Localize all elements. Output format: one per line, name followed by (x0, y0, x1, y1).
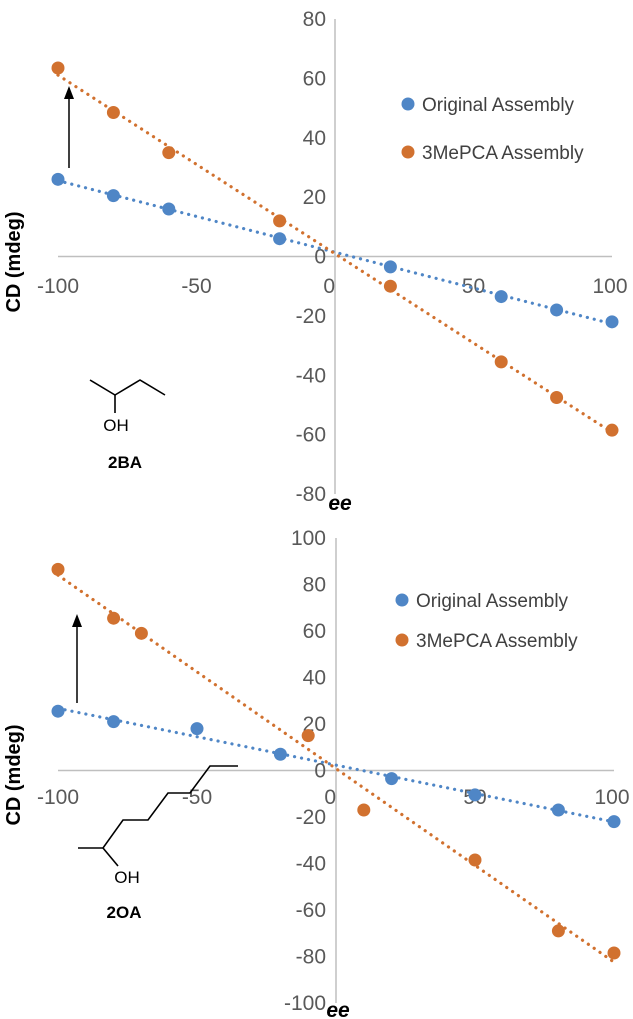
y-tick-label: -60 (296, 899, 326, 922)
carbon-chain (89, 379, 166, 396)
legend-label: Original Assembly (416, 591, 569, 612)
data-point-original (273, 747, 287, 761)
chart-2: 100806040200-20-40-60-80-100-100-5005010… (3, 527, 630, 1019)
arrow-head (72, 614, 82, 627)
data-point-original (190, 722, 204, 736)
data-point-original (551, 803, 565, 817)
data-point-mepca (134, 626, 148, 640)
y-tick-label: -40 (296, 853, 326, 876)
x-tick-label: 100 (594, 786, 629, 809)
y-tick-label: 60 (303, 620, 326, 643)
x-axis-label: ee (326, 999, 350, 1019)
y-axis-label: CD (mdeg) (3, 211, 25, 312)
legend-label: Original Assembly (422, 95, 575, 116)
trendline-original (56, 706, 616, 824)
y-tick-label: -100 (284, 992, 326, 1015)
y-tick-label: 80 (303, 574, 326, 597)
molecule-label: 2OA (107, 903, 142, 922)
y-tick-label: 20 (303, 186, 326, 209)
oh-label: OH (114, 868, 140, 887)
x-tick-label: 100 (592, 275, 627, 298)
legend-marker (401, 97, 415, 111)
molecule-label: 2BA (108, 453, 142, 472)
data-point-original (605, 315, 619, 329)
data-point-original (106, 189, 120, 203)
data-point-mepca (468, 853, 482, 867)
y-tick-label: 0 (314, 760, 326, 783)
trendline-original (56, 179, 614, 326)
data-point-original (51, 704, 65, 718)
x-tick-label: 50 (462, 275, 485, 298)
y-tick-label: -20 (296, 305, 326, 328)
x-tick-label: -50 (181, 275, 211, 298)
y-tick-label: -80 (296, 483, 326, 506)
y-tick-label: 40 (303, 127, 326, 150)
y-tick-label: 40 (303, 667, 326, 690)
legend-label: 3MePCA Assembly (416, 631, 578, 652)
y-tick-label: -60 (296, 424, 326, 447)
data-point-mepca (605, 423, 619, 437)
y-tick-label: 60 (303, 67, 326, 90)
data-point-mepca (106, 106, 120, 120)
x-tick-label: -50 (182, 786, 212, 809)
data-point-mepca (162, 146, 176, 160)
x-tick-label: -100 (37, 786, 79, 809)
molecule-structure: OH 2OA (78, 765, 238, 922)
carbon-chain (78, 765, 238, 849)
oh-label: OH (103, 416, 129, 435)
y-tick-label: 80 (303, 8, 326, 31)
legend-marker (401, 145, 415, 159)
arrow-head (64, 86, 74, 99)
y-axis-label: CD (mdeg) (3, 724, 25, 825)
y-tick-label: 0 (314, 246, 326, 269)
data-point-original (107, 715, 121, 729)
data-point-mepca (51, 562, 65, 576)
data-point-original (494, 290, 508, 304)
data-point-mepca (107, 611, 121, 625)
data-point-mepca (607, 946, 621, 960)
chart-1: 80 60 40 20 0 -20 -40 -60 -80 -100 -50 0 50 100 CD (md… (3, 8, 628, 515)
data-point-mepca (357, 803, 371, 817)
legend-marker (395, 633, 409, 647)
legend-marker (395, 593, 409, 607)
x-tick-label: 0 (324, 786, 336, 809)
data-point-mepca (551, 924, 565, 938)
x-tick-label: -100 (37, 275, 79, 298)
data-point-original (550, 303, 564, 317)
data-point-mepca (383, 279, 397, 293)
oh-bond (102, 847, 119, 867)
y-tick-label: -80 (296, 946, 326, 969)
y-tick-label: -20 (296, 806, 326, 829)
legend: Original Assembly 3MePCA Assembly (401, 95, 584, 164)
data-point-original (51, 172, 65, 186)
data-point-mepca (273, 214, 287, 228)
data-point-mepca (51, 61, 65, 75)
y-tick-label: -40 (296, 364, 326, 387)
y-tick-label: 100 (291, 527, 326, 550)
molecule-structure: OH 2BA (89, 379, 166, 472)
x-tick-label: 0 (323, 275, 335, 298)
data-point-original (162, 202, 176, 216)
data-point-original (273, 232, 287, 246)
legend: Original Assembly 3MePCA Assembly (395, 591, 578, 652)
data-point-mepca (494, 355, 508, 369)
data-point-original (607, 815, 621, 829)
data-point-original (385, 772, 399, 786)
x-axis-label: ee (328, 492, 352, 515)
legend-label: 3MePCA Assembly (422, 143, 584, 164)
data-point-mepca (550, 391, 564, 405)
data-point-original (383, 260, 397, 274)
data-point-original (468, 788, 482, 802)
data-point-mepca (301, 729, 315, 743)
trendline-mepca (56, 573, 616, 964)
